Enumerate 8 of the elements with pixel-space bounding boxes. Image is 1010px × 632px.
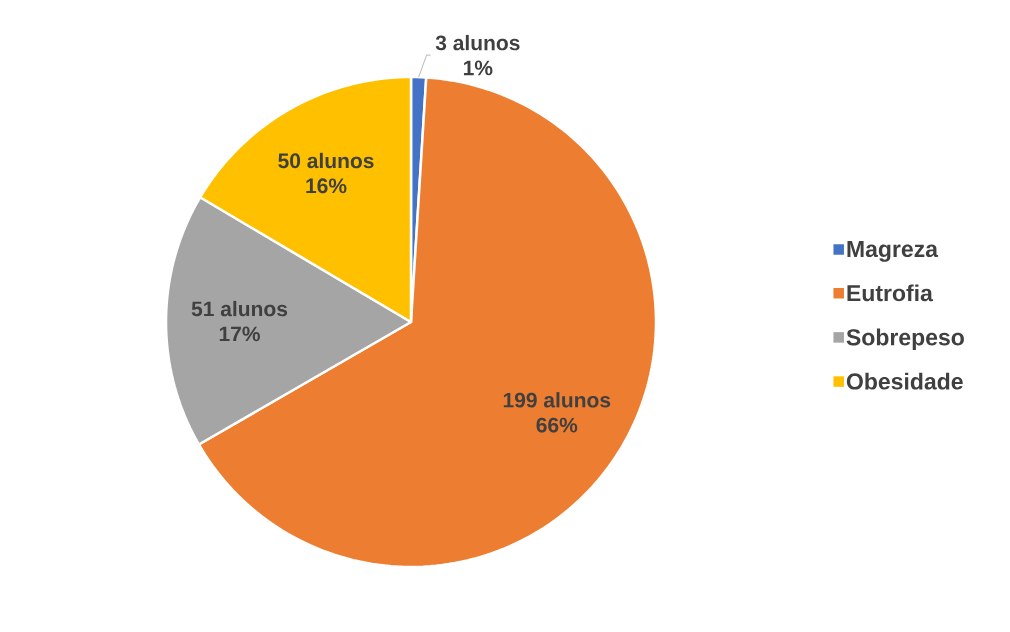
legend-label: Magreza bbox=[847, 241, 939, 262]
data-label: 50 alunos 16% bbox=[278, 152, 374, 194]
legend-label: Sobrepeso bbox=[846, 328, 964, 350]
legend-label: Obesidade bbox=[846, 372, 963, 390]
data-label: 3 alunos 1% bbox=[435, 34, 520, 76]
data-label: 51 alunos 17% bbox=[191, 300, 288, 342]
data-label: 199 alunos 66% bbox=[503, 392, 611, 433]
legend-label: Eutrofia bbox=[847, 284, 933, 302]
